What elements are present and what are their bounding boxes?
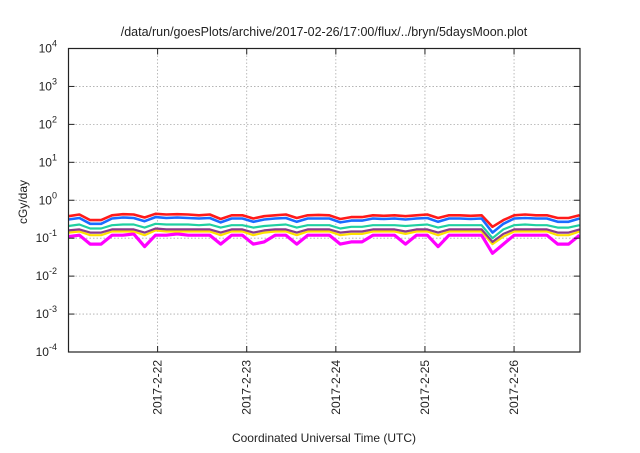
series-line-red [68,212,580,229]
series-line-blue [68,215,580,234]
series-group [68,212,581,255]
y-tick-label: 103 [39,76,57,93]
y-tick-label: 10-3 [36,304,57,321]
y-tick-label: 10-4 [36,342,57,359]
axis-ticks: 10-4 10-3 10-2 10-1 100 101 102 103 104 2017-2-22… [36,39,580,415]
x-axis-label: Coordinated Universal Time (UTC) [232,431,416,445]
series-line-teal [68,222,580,240]
grid [68,48,580,352]
x-tick-label: 2017-2-23 [240,360,254,415]
y-tick-label: 10-2 [36,266,57,283]
y-axis-label: cGy/day [16,180,30,224]
series-line-magenta [68,232,581,255]
y-tick-label: 100 [39,190,57,207]
x-tick-label: 2017-2-26 [507,360,521,415]
x-tick-label: 2017-2-24 [329,360,343,415]
series-line-purple [68,227,580,243]
y-tick-label: 104 [39,39,57,56]
y-tick-label: 102 [39,114,57,131]
chart-title: /data/run/goesPlots/archive/2017-02-26/1… [121,25,528,39]
x-tick-label: 2017-2-25 [418,360,432,415]
x-tick-label: 2017-2-22 [151,360,165,415]
y-tick-label: 10-1 [36,228,57,245]
series-line-yellow [68,229,580,246]
y-tick-label: 101 [39,152,57,169]
